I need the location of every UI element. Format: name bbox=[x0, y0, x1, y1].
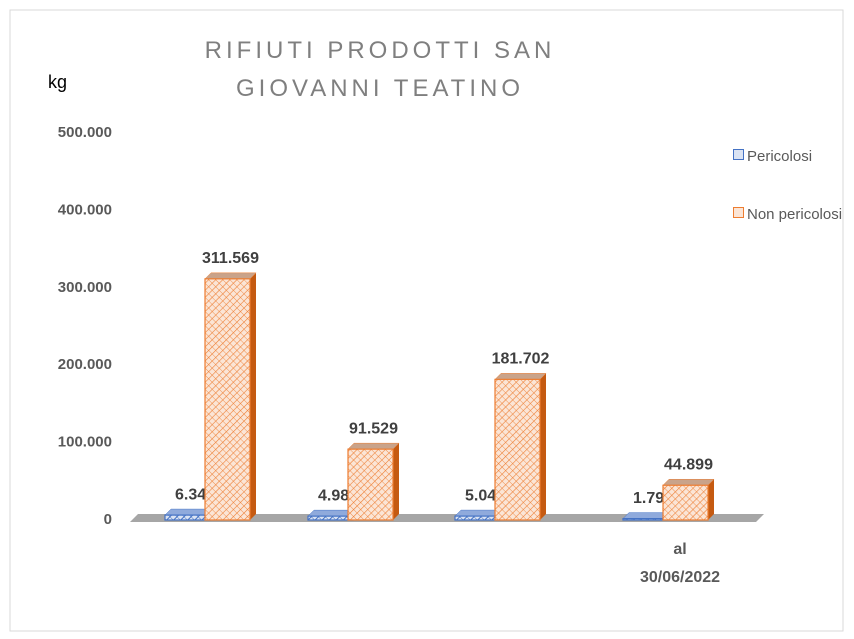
bar-front bbox=[494, 378, 541, 521]
data-label: 44.899 bbox=[664, 456, 713, 473]
bar-top bbox=[204, 272, 257, 280]
floor bbox=[130, 514, 764, 522]
y-axis-label: kg bbox=[48, 72, 68, 92]
bar-front bbox=[662, 484, 709, 521]
bar-side bbox=[708, 479, 714, 520]
y-tick-label: 0 bbox=[104, 511, 112, 528]
bar-top bbox=[494, 373, 547, 380]
chart-title: RIFIUTI PRODOTTI SAN GIOVANNI TEATINO bbox=[204, 37, 556, 102]
chart-border bbox=[9, 9, 844, 632]
y-tick-label: 200.000 bbox=[58, 356, 112, 373]
bar-front bbox=[454, 515, 501, 521]
legend-item: Non pericolosi bbox=[733, 203, 843, 227]
legend-swatch bbox=[733, 207, 744, 218]
bar bbox=[204, 272, 257, 521]
data-label: 181.702 bbox=[492, 351, 550, 368]
bar bbox=[347, 442, 400, 521]
bar bbox=[494, 373, 547, 521]
x-tick-label: al 30/06/2022 bbox=[640, 541, 720, 586]
y-tick-label: 300.000 bbox=[58, 279, 112, 296]
bar-front bbox=[204, 278, 251, 521]
y-tick-label: 100.000 bbox=[58, 434, 112, 451]
bar-side bbox=[250, 272, 256, 520]
bar-front bbox=[347, 448, 394, 521]
legend-item: Pericolosi bbox=[733, 145, 843, 169]
bar-side bbox=[540, 373, 546, 520]
legend-label: Non pericolosi bbox=[747, 206, 843, 223]
bar-front bbox=[307, 515, 354, 521]
bar-top bbox=[662, 478, 715, 486]
y-tick-label: 500.000 bbox=[58, 124, 112, 141]
bar-front bbox=[622, 518, 669, 521]
bar bbox=[662, 478, 715, 521]
data-label: 311.569 bbox=[202, 250, 259, 267]
bar-side bbox=[393, 443, 399, 520]
legend-swatch bbox=[733, 149, 744, 160]
bar-front bbox=[164, 514, 211, 521]
data-label: 91.529 bbox=[349, 420, 398, 437]
legend-label: Pericolosi bbox=[747, 148, 813, 165]
bar-top bbox=[347, 442, 400, 450]
y-tick-label: 400.000 bbox=[58, 201, 112, 218]
